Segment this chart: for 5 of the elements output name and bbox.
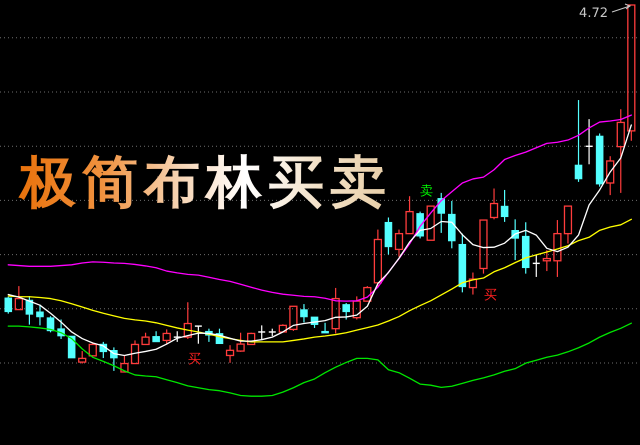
annotation: 卖 [420, 184, 433, 199]
annotation: 4.72 [579, 6, 608, 21]
title: 极简布林买卖 [20, 150, 392, 215]
annotation: 买 [484, 288, 497, 303]
annotation: 买 [188, 352, 201, 367]
